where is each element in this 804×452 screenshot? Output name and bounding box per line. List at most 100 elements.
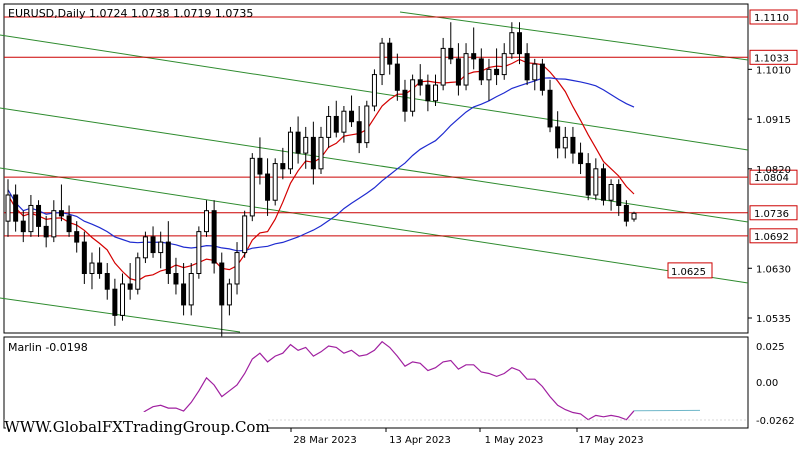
level-label-1: 1.1033: [754, 53, 789, 64]
candle-body-17: [135, 257, 141, 290]
candle-body-58: [448, 47, 454, 60]
level-box-3: [749, 205, 798, 221]
candle-body-22: [173, 273, 179, 285]
candle-body-81: [623, 204, 629, 222]
price-axis: 1.1010 1.0915 1.0820 1.0630 1.0535: [748, 65, 791, 325]
level-label-3: 1.0736: [754, 209, 789, 220]
watermark-bg: [6, 412, 268, 440]
candle-body-69: [532, 63, 538, 81]
candle-body-45: [349, 110, 355, 123]
candle-body-28: [219, 262, 225, 306]
candle-body-64: [494, 68, 500, 76]
candle-body-41: [318, 136, 324, 170]
price-tick-2: 1.1010: [756, 65, 791, 76]
candle-body-16: [127, 283, 133, 290]
level-box-1: [749, 49, 798, 65]
candle-body-46: [356, 121, 362, 144]
candle-body-14: [112, 288, 118, 316]
candle-body-77: [593, 168, 599, 196]
candle-body-82: [631, 212, 637, 220]
candle-body-37: [287, 131, 293, 170]
watermark-text: WWW.GlobalFXTradingGroup.Com: [4, 418, 269, 436]
target-box: [667, 262, 713, 279]
candle-body-51: [394, 63, 400, 91]
candle-body-59: [455, 58, 461, 86]
candle-body-1: [13, 194, 19, 222]
candle-body-48: [371, 74, 377, 107]
candle-body-10: [81, 241, 87, 275]
candle-body-56: [433, 84, 439, 102]
channel-line-1: [0, 107, 749, 223]
candle-body-24: [188, 273, 194, 306]
candle-body-74: [570, 136, 576, 154]
candle-body-49: [379, 42, 385, 76]
indicator-label: Marlin -0.0198: [8, 341, 88, 354]
candle-body-4: [36, 204, 42, 227]
candle-body-43: [333, 115, 339, 133]
candle-body-61: [471, 53, 477, 60]
candle-body-35: [272, 163, 278, 201]
candle-body-7: [58, 210, 64, 217]
candle-body-70: [539, 63, 545, 91]
candle-body-21: [165, 241, 171, 275]
level-label-0: 1.1110: [754, 13, 789, 24]
candle-body-23: [181, 283, 187, 306]
level-box-2: [749, 169, 798, 185]
price-tick-4: 1.0820: [756, 165, 791, 176]
candle-body-78: [600, 168, 606, 201]
channel-line-2: [0, 167, 749, 284]
candle-body-2: [20, 220, 26, 233]
level-box-0: [749, 9, 798, 25]
main-panel-bg: [3, 3, 749, 334]
candle-body-62: [478, 58, 484, 81]
candle-body-68: [524, 53, 530, 81]
channel-line-3: [0, 297, 241, 333]
channel-line-4: [399, 11, 749, 61]
candle-body-65: [501, 53, 507, 76]
symbol-info: EURUSD,Daily 1.0724 1.0738 1.0719 1.0735: [8, 7, 253, 20]
candle-body-34: [265, 173, 271, 201]
candles: [5, 22, 637, 337]
candle-body-54: [417, 79, 423, 86]
candle-body-25: [196, 231, 202, 275]
candle-body-5: [43, 225, 49, 238]
x-tick-0: 28 Mar 2023: [293, 435, 356, 446]
candle-body-60: [463, 53, 469, 86]
candle-body-32: [249, 157, 255, 217]
candle-body-6: [51, 210, 57, 238]
indicator-tick-2: -0.0262: [756, 416, 795, 427]
candle-body-19: [150, 236, 156, 254]
candle-body-52: [402, 89, 408, 112]
candle-body-75: [578, 152, 584, 165]
candle-body-50: [387, 42, 393, 65]
x-tick-2: 1 May 2023: [485, 435, 544, 446]
candle-body-66: [509, 32, 515, 55]
candle-body-71: [547, 89, 553, 128]
candle-body-36: [280, 163, 286, 170]
candle-body-20: [158, 241, 164, 254]
indicator-tick-0: 0.025: [756, 342, 785, 353]
candle-body-42: [326, 115, 332, 138]
price-tick-10: 1.0535: [756, 314, 791, 325]
candle-body-31: [242, 215, 248, 254]
candle-body-67: [516, 32, 522, 55]
candle-body-40: [310, 136, 316, 170]
candle-body-0: [5, 194, 11, 222]
time-axis: 28 Mar 2023 13 Apr 2023 1 May 2023 17 May 2…: [290, 428, 644, 446]
candle-body-44: [341, 110, 347, 133]
level-label-2: 1.0804: [754, 173, 789, 184]
candle-body-76: [585, 163, 591, 196]
candle-body-73: [562, 136, 568, 149]
price-tick-8: 1.0630: [756, 264, 791, 275]
candle-body-47: [364, 105, 370, 144]
candle-body-57: [440, 47, 446, 86]
candle-body-29: [226, 283, 232, 306]
candle-body-15: [120, 283, 126, 316]
candle-body-80: [616, 184, 622, 206]
candle-body-72: [555, 126, 561, 149]
x-tick-3: 17 May 2023: [578, 435, 643, 446]
watermark: WWW.GlobalFXTradingGroup.Com: [4, 412, 270, 440]
x-tick-1: 13 Apr 2023: [389, 435, 451, 446]
candle-body-9: [74, 231, 80, 243]
